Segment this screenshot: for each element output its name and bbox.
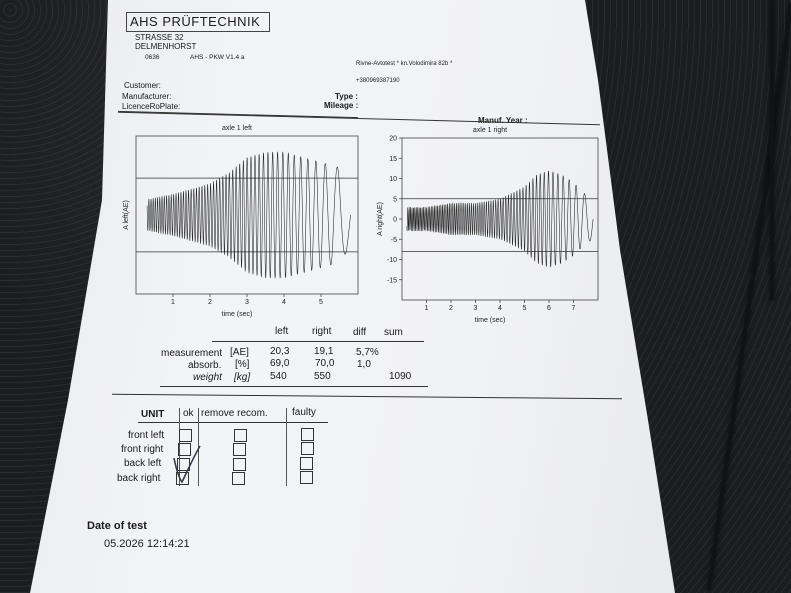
weight-sum: 1090	[389, 371, 412, 382]
results-header-right: right	[312, 326, 332, 337]
chart-title: axle 1 left	[222, 125, 252, 132]
row-label-measurement: measurement	[161, 348, 223, 359]
checkbox-faulty-back-right	[300, 471, 313, 484]
station-name: Rivne-Avtotest * kn.Volodimira 82b *	[356, 61, 453, 67]
x-tick-label: 5	[523, 305, 527, 312]
y-tick-label: 5	[393, 196, 397, 203]
checkbox-faulty-front-left	[301, 428, 314, 441]
x-axis-label: time (sec)	[475, 317, 506, 324]
y-axis-label: A left(AE)	[123, 200, 130, 230]
y-axis-label: A right(AE)	[377, 202, 384, 236]
y-tick-label: -10	[387, 257, 397, 264]
manuf-year-label: Manuf. Year :	[478, 116, 528, 125]
row-unit-absorb: [%]	[235, 359, 250, 370]
remove-header: remove recom.	[201, 408, 268, 419]
x-tick-label: 3	[474, 305, 478, 312]
checkbox-remove-back-left	[233, 458, 246, 471]
station-phone: +380969387190	[356, 78, 400, 84]
checkbox-faulty-front-right	[301, 442, 314, 455]
x-axis-label: time (sec)	[222, 311, 253, 318]
manufacturer-label: Manufacturer:	[122, 92, 172, 101]
results-header-sum: sum	[384, 327, 403, 338]
checkbox-remove-front-left	[234, 429, 247, 442]
weight-left: 540	[270, 371, 287, 382]
ok-header: ok	[183, 408, 194, 419]
x-tick-label: 2	[449, 305, 453, 312]
company-header-box	[126, 12, 270, 32]
unit-header: UNIT	[141, 409, 165, 420]
row-front-left: front left	[128, 430, 165, 441]
chart-axle-right: axle 1 right 1 2 3 4 5 6 7 20 15 10 5 0 -5 -10 -15 time …	[377, 127, 599, 324]
x-tick-label: 1	[425, 305, 429, 312]
customer-label: Customer:	[124, 81, 161, 90]
x-tick-label: 1	[171, 299, 175, 306]
section-divider	[112, 393, 622, 400]
row-front-right: front right	[121, 444, 164, 455]
checkbox-ok-back-right	[176, 472, 189, 485]
x-tick-label: 4	[498, 305, 502, 312]
faulty-header: faulty	[292, 407, 316, 418]
company-city: DELMENHORST	[135, 42, 197, 51]
checkbox-ok-front-left	[179, 429, 192, 442]
measurement-right: 19,1	[314, 346, 334, 357]
oscillation-trace	[146, 151, 351, 279]
row-unit-weight: [kg]	[234, 372, 251, 383]
unit-header-rule	[138, 422, 328, 423]
y-tick-label: -5	[391, 237, 397, 244]
unit-col-divider-3	[286, 408, 287, 486]
checkbox-remove-front-right	[233, 443, 246, 456]
program-version: AHS - PKW V1.4 a	[190, 54, 245, 61]
measurement-diff: 5,7%	[356, 347, 379, 358]
company-code: 0636	[145, 54, 160, 61]
plate-label: LicenceRoPlate:	[122, 102, 181, 111]
chart-left-frame: axle 1 left 1 2 3 4 5 time (sec) A left(AE)	[118, 118, 368, 318]
y-tick-label: 15	[389, 156, 397, 163]
row-unit-measurement: [AE]	[230, 347, 249, 358]
y-tick-label: 0	[393, 217, 397, 224]
row-label-weight: weight	[193, 372, 222, 383]
absorb-right: 70,0	[315, 358, 335, 369]
chart-title: axle 1 right	[473, 127, 507, 134]
x-tick-label: 4	[282, 299, 286, 306]
x-tick-label: 2	[208, 299, 212, 306]
checkbox-remove-back-right	[232, 472, 245, 485]
mileage-label: Mileage :	[324, 101, 359, 110]
x-tick-label: 6	[547, 305, 551, 312]
checkbox-faulty-back-left	[300, 457, 313, 470]
y-tick-label: 20	[389, 136, 397, 143]
seat-seam	[706, 2, 791, 591]
unit-col-divider-2	[198, 408, 199, 486]
chart-right-frame: axle 1 right 1 2 3 4 5 6 7 20 15 10 5 0 -5 -10 -15 time …	[372, 127, 612, 324]
x-tick-label: 3	[245, 299, 249, 306]
handwritten-checkmark-icon	[173, 445, 201, 484]
results-bottom-rule	[160, 386, 428, 387]
results-header-rule	[212, 341, 424, 342]
y-tick-label: -15	[387, 277, 397, 284]
date-value: 05.2026 12:14:21	[104, 538, 190, 550]
unit-col-divider-1	[179, 408, 180, 486]
checkbox-ok-front-right	[178, 443, 191, 456]
y-tick-label: 10	[389, 176, 397, 183]
results-header-diff: diff	[353, 327, 367, 338]
chart-axle-left: axle 1 left 1 2 3 4 5 time (sec) A left(AE)	[123, 125, 359, 318]
row-label-absorb: absorb.	[188, 360, 222, 371]
absorb-diff: 1,0	[357, 359, 371, 370]
measurement-left: 20,3	[270, 346, 290, 357]
date-label: Date of test	[87, 520, 147, 532]
type-label: Type :	[335, 92, 358, 101]
oscillation-trace	[406, 170, 594, 268]
absorb-left: 69,0	[270, 358, 290, 369]
row-back-right: back right	[117, 473, 161, 484]
row-back-left: back left	[124, 458, 162, 469]
x-tick-label: 5	[319, 299, 323, 306]
seat-seam	[770, 0, 774, 300]
results-header-left: left	[275, 326, 289, 337]
x-tick-label: 7	[572, 305, 576, 312]
weight-right: 550	[314, 371, 331, 382]
company-street: STRASSE 32	[135, 33, 184, 42]
company-name: AHS PRÜFTECHNIK	[130, 14, 261, 29]
